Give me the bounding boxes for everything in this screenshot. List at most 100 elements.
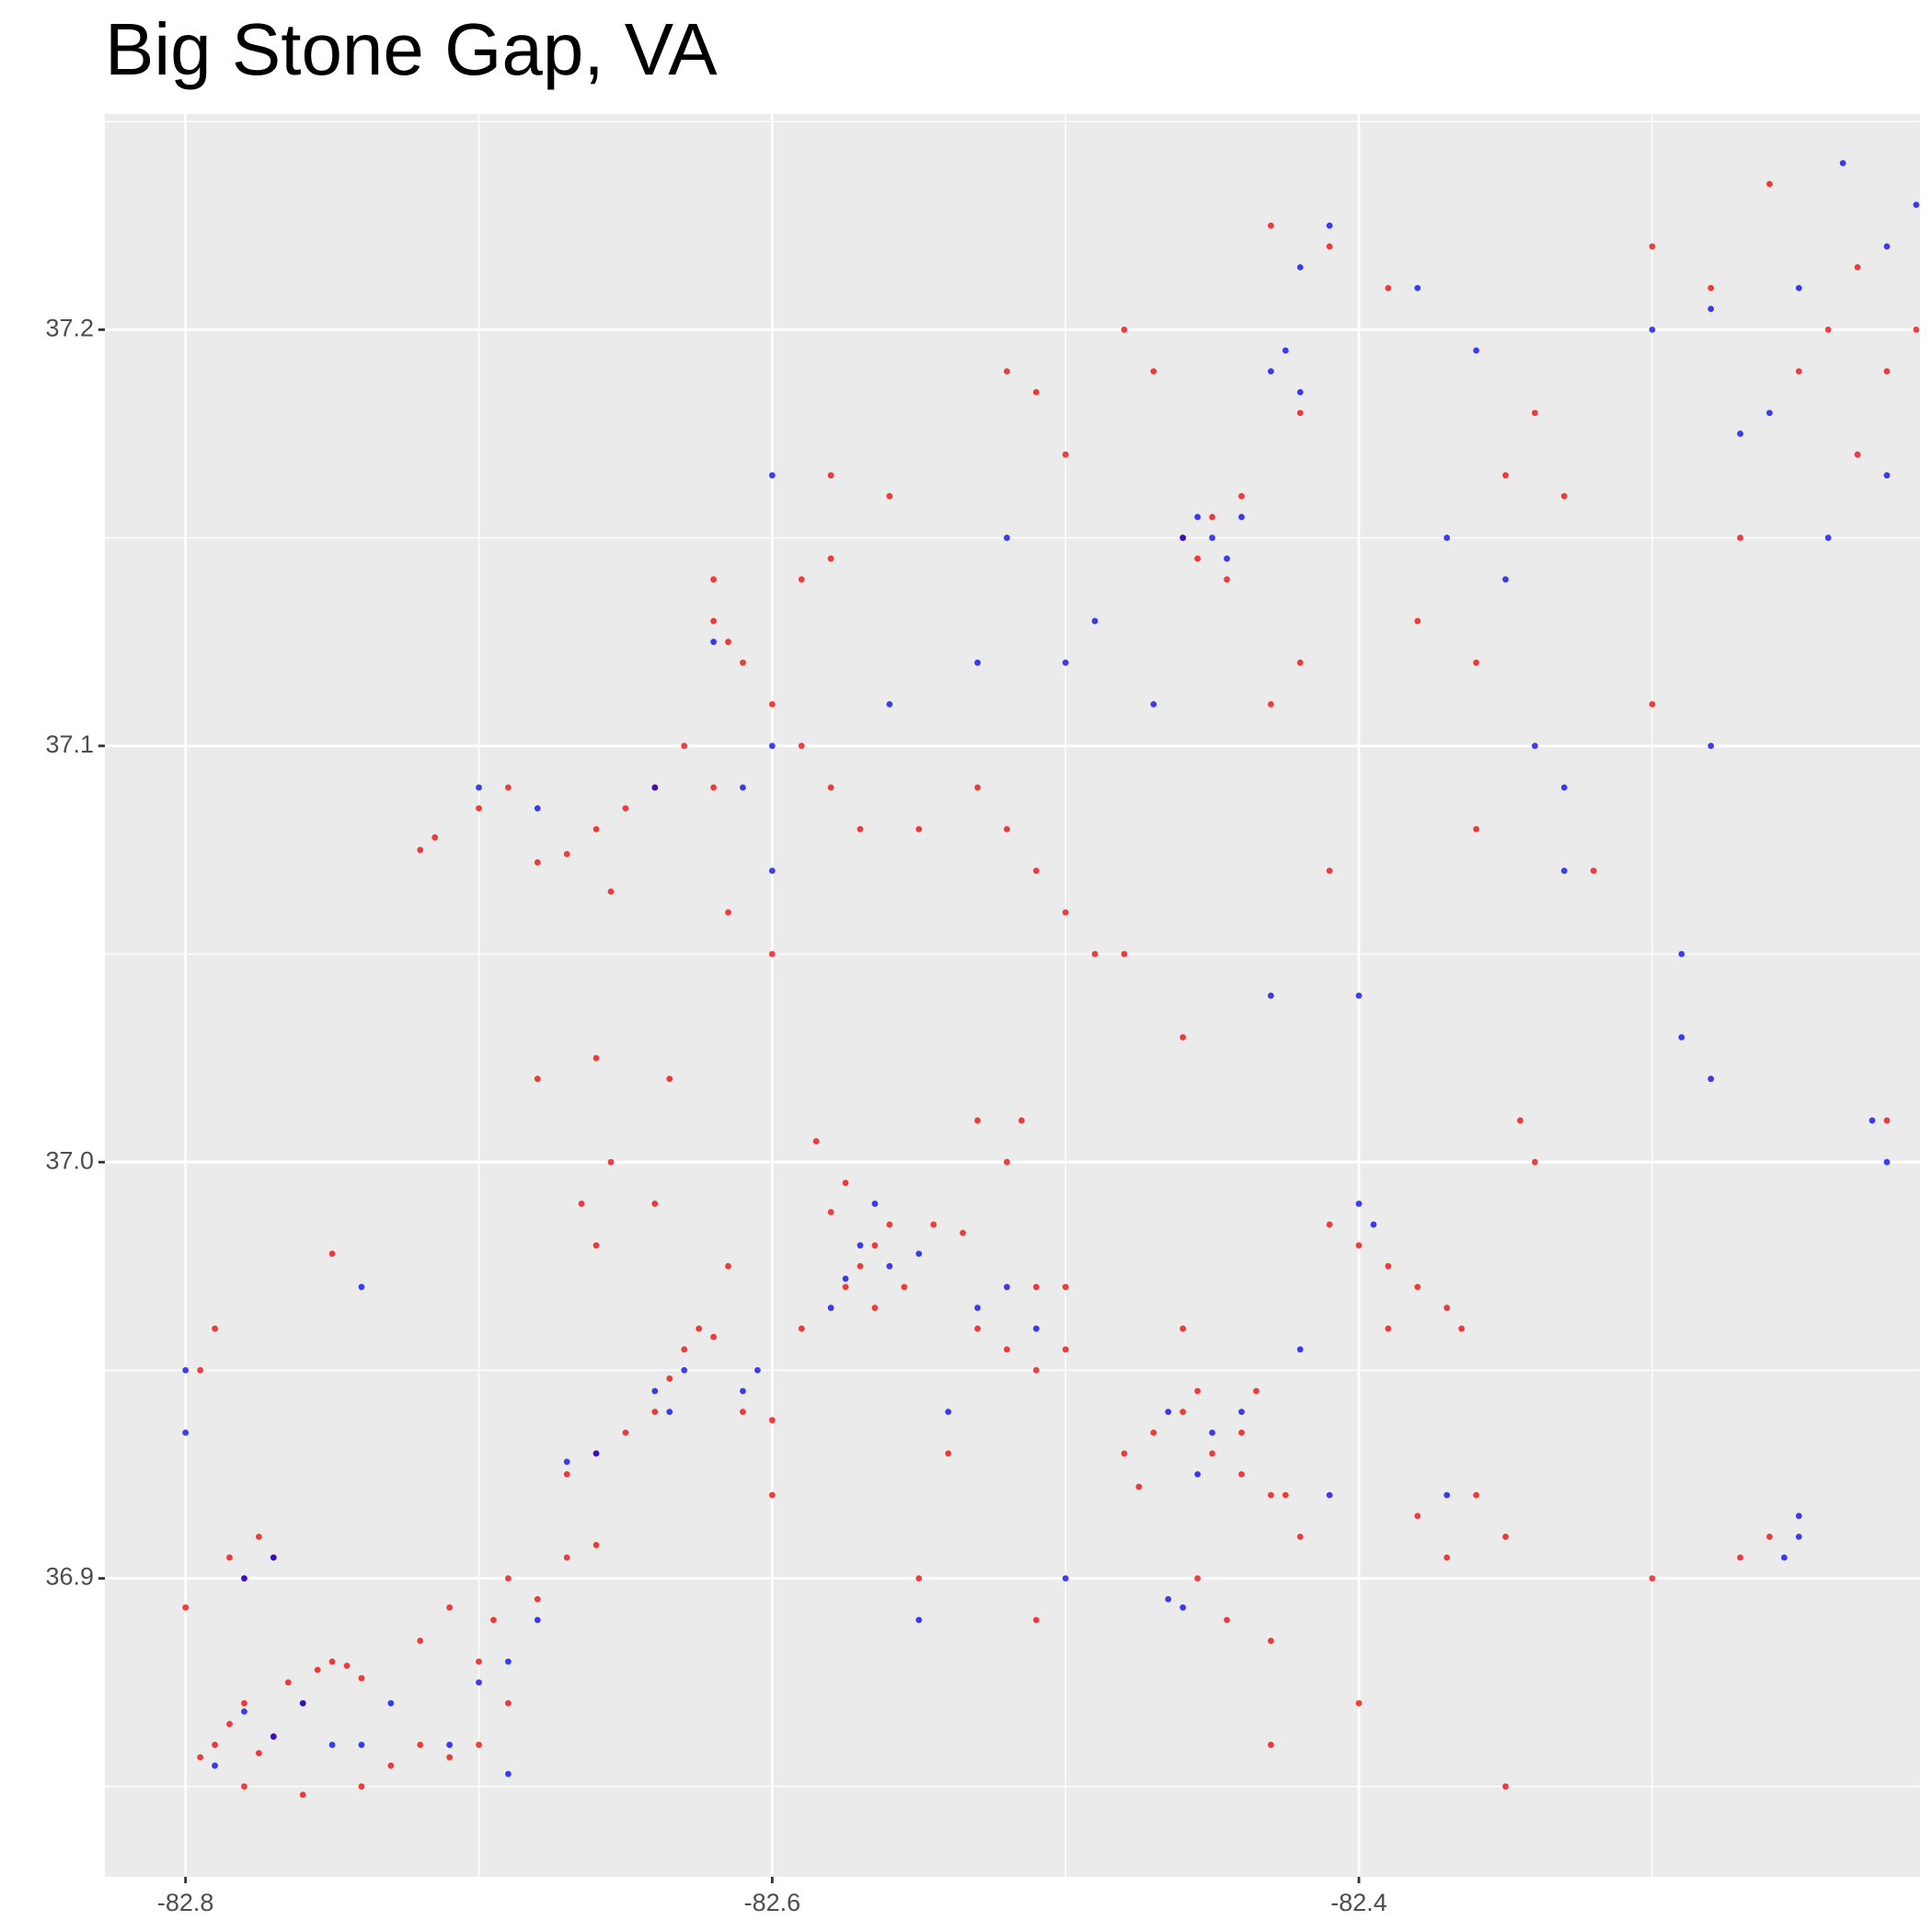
point	[1326, 243, 1333, 250]
point	[1854, 264, 1861, 270]
point	[1282, 1491, 1289, 1499]
point	[681, 1346, 688, 1353]
point	[1473, 347, 1479, 354]
point	[476, 805, 482, 812]
point	[945, 1409, 952, 1416]
point	[241, 1699, 247, 1707]
point	[1678, 1034, 1685, 1041]
point	[1224, 555, 1230, 562]
point	[1224, 576, 1230, 583]
point	[1414, 617, 1421, 625]
point	[1238, 492, 1245, 500]
point	[1795, 1512, 1802, 1520]
point	[563, 851, 570, 857]
point	[710, 576, 717, 583]
point	[1165, 1595, 1172, 1603]
point	[1326, 1491, 1333, 1499]
point	[446, 1742, 454, 1748]
point	[696, 1325, 703, 1332]
point	[681, 742, 688, 750]
point	[1737, 1554, 1743, 1561]
point	[1296, 1346, 1304, 1353]
point	[1649, 1575, 1656, 1582]
point	[974, 1117, 981, 1124]
point	[182, 1367, 190, 1374]
point	[974, 784, 981, 791]
point	[1708, 742, 1715, 750]
point	[1649, 243, 1656, 250]
point	[1824, 326, 1832, 333]
point	[842, 1275, 849, 1282]
y-tick-label: 37.0	[45, 1146, 94, 1174]
point	[681, 1367, 688, 1374]
point	[1708, 284, 1715, 292]
point	[768, 742, 776, 750]
point	[622, 805, 629, 812]
point	[446, 1754, 454, 1761]
x-tick-label: -82.6	[744, 1889, 801, 1916]
point	[1385, 1262, 1392, 1270]
point	[1238, 1429, 1245, 1436]
point	[1414, 284, 1421, 292]
point	[1179, 1604, 1187, 1611]
point	[534, 1595, 541, 1603]
point	[871, 1201, 879, 1207]
point	[592, 1054, 600, 1062]
point	[768, 1417, 776, 1424]
point	[666, 1409, 673, 1416]
point	[1355, 1699, 1363, 1707]
point	[857, 825, 864, 833]
point	[358, 1783, 365, 1790]
point	[226, 1554, 233, 1561]
point	[1062, 909, 1069, 916]
point	[1224, 1616, 1230, 1624]
point	[534, 1616, 541, 1624]
point	[1326, 868, 1333, 874]
point	[182, 1604, 190, 1611]
point	[197, 1754, 204, 1761]
point	[1869, 1117, 1876, 1124]
point	[886, 701, 893, 707]
point	[1296, 264, 1304, 270]
point	[1708, 1075, 1715, 1083]
point	[1502, 472, 1509, 479]
point	[1473, 659, 1479, 666]
point	[1062, 659, 1069, 666]
chart-title: Big Stone Gap, VA	[105, 8, 718, 90]
point	[915, 825, 923, 833]
point	[607, 888, 615, 895]
point	[1268, 1742, 1274, 1748]
point	[915, 1575, 923, 1582]
point	[1296, 659, 1304, 666]
point	[1385, 284, 1392, 292]
point	[1839, 159, 1846, 167]
point	[1004, 1158, 1010, 1166]
point	[798, 1325, 805, 1332]
point	[1883, 472, 1891, 479]
point	[915, 1250, 923, 1258]
point	[314, 1666, 321, 1673]
point	[592, 825, 600, 833]
point	[592, 1450, 600, 1457]
point	[666, 1075, 673, 1083]
point	[1062, 451, 1069, 458]
point	[1590, 868, 1597, 874]
point	[1883, 368, 1891, 374]
point	[1531, 1158, 1538, 1166]
point	[740, 659, 746, 666]
point	[901, 1283, 908, 1291]
point	[1443, 535, 1451, 541]
y-tick-label: 37.2	[45, 314, 94, 341]
point	[1531, 742, 1538, 750]
y-tick-label: 37.1	[45, 730, 94, 758]
point	[812, 1138, 820, 1144]
point	[1091, 950, 1098, 958]
x-tick-label: -82.4	[1330, 1889, 1387, 1916]
point	[886, 1221, 893, 1228]
point	[651, 784, 659, 791]
point	[1179, 1409, 1187, 1416]
point	[1091, 617, 1098, 625]
point	[960, 1229, 967, 1236]
point	[1194, 1575, 1202, 1582]
point	[768, 950, 776, 958]
